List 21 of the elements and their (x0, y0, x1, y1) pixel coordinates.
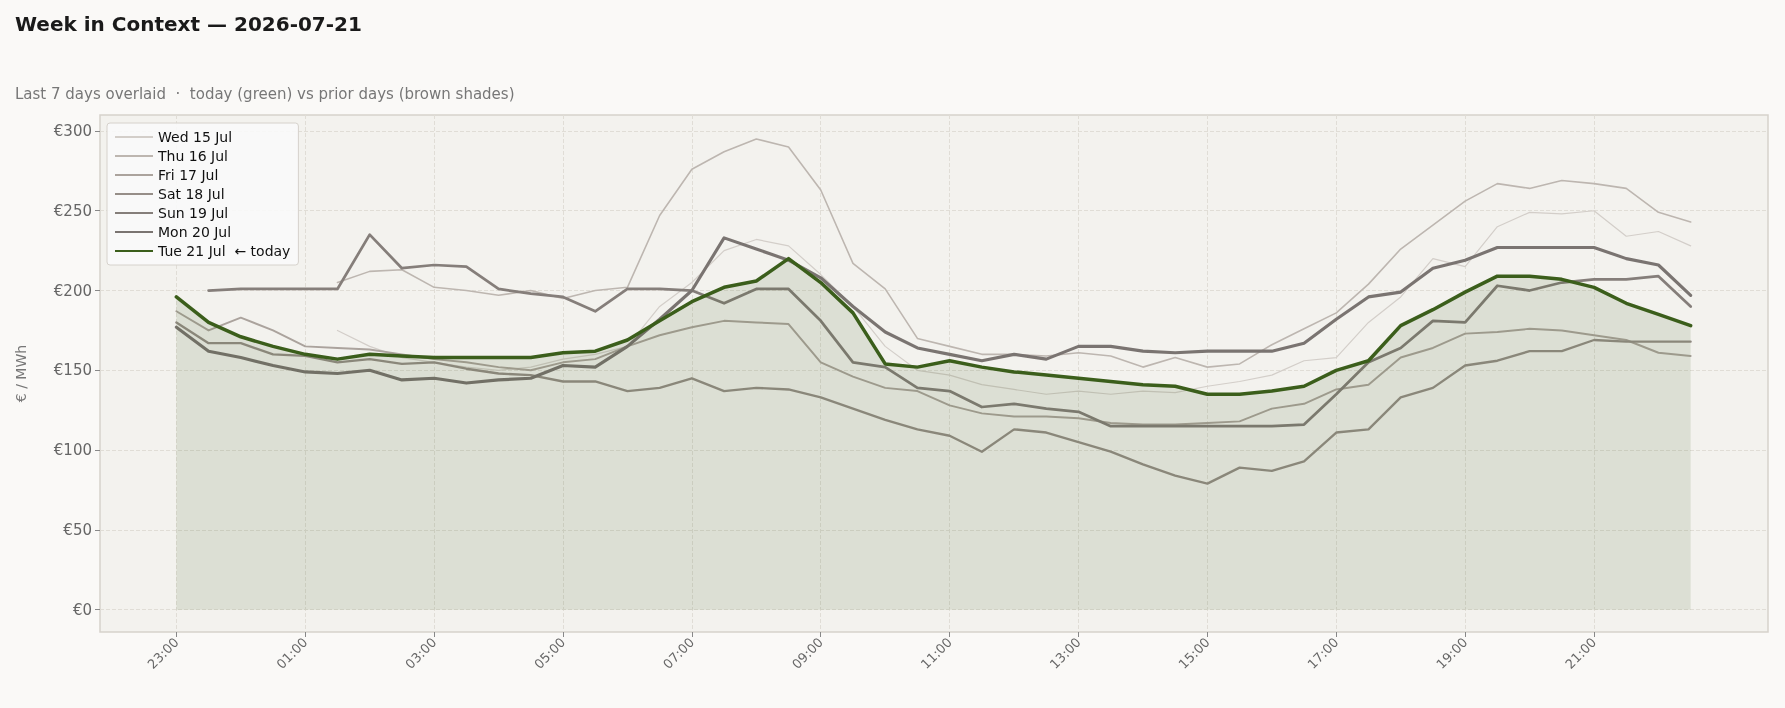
y-tick-label: €150 (53, 361, 92, 380)
line-series (175, 321, 1692, 485)
legend-label: Tue 21 Jul ← today (157, 243, 291, 259)
y-tick-label: €50 (63, 520, 92, 539)
legend-label: Sat 18 Jul (158, 186, 225, 202)
y-tick-label: €300 (53, 121, 92, 140)
y-axis-title: € / MWh (13, 344, 29, 403)
y-tick-label: €100 (53, 441, 92, 460)
y-tick-label: €200 (53, 281, 92, 300)
legend-label: Mon 20 Jul (158, 224, 232, 240)
legend-label: Thu 16 Jul (157, 148, 228, 164)
chart-subtitle: Last 7 days overlaid · today (green) vs prior days (brown shades) (15, 85, 515, 103)
legend-label: Wed 15 Jul (158, 129, 233, 145)
legend-label: Sun 19 Jul (158, 205, 229, 221)
y-tick-label: €0 (72, 600, 92, 619)
line-series (336, 210, 1692, 395)
legend-label: Fri 17 Jul (158, 167, 219, 183)
line-series (336, 138, 1692, 368)
line-series (175, 310, 1692, 426)
chart-title: Week in Context — 2026-07-21 (15, 12, 362, 36)
y-tick-label: €250 (53, 201, 92, 220)
